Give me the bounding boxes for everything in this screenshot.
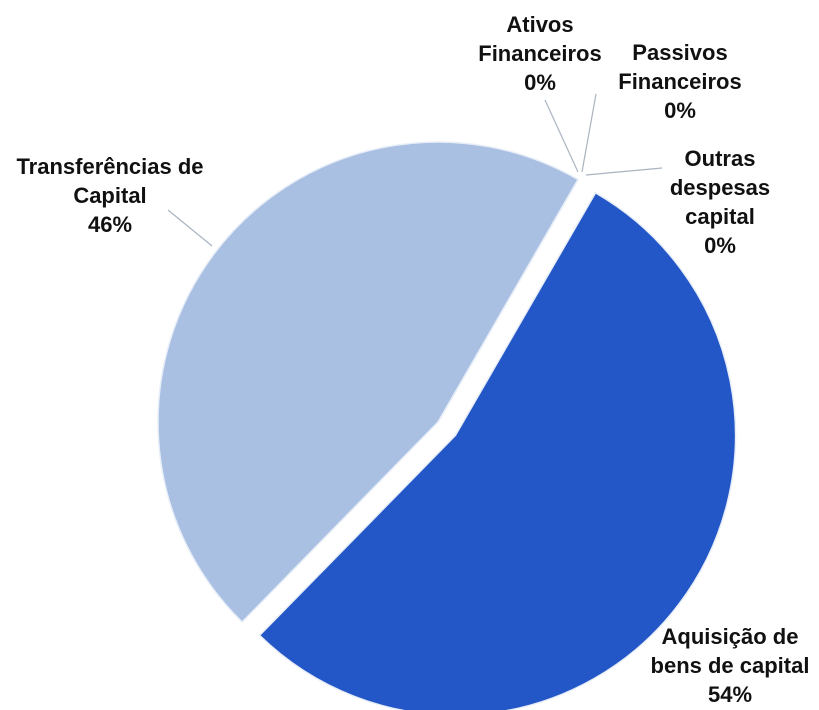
value-label: 0% [524,70,556,95]
value-label: 46% [87,212,133,237]
slice-label: Ativos Financeiros 0% [470,10,610,97]
category-label: Passivos Financeiros [618,40,742,94]
pie-slice [258,191,737,710]
value-label: 54% [707,682,753,707]
leader-line [581,93,597,173]
leader-line [544,99,579,173]
category-label: Transferências de Capital [16,154,204,208]
value-label: 0% [664,98,696,123]
category-label: Aquisição de bens de capital [650,624,810,678]
slice-label: Outras despesas capital 0% [665,144,775,260]
slice-label: Aquisição de bens de capital 54% [640,622,819,709]
category-label: Ativos Financeiros [478,12,602,66]
leader-lines [167,93,663,247]
value-label: 0% [704,233,736,258]
category-label: Outras despesas capital [669,146,771,229]
slice-label: Transferências de Capital 46% [5,152,215,239]
slice-label: Passivos Financeiros 0% [605,38,755,125]
pie-slice [157,141,580,624]
leader-line [585,167,663,176]
leader-line [167,209,213,247]
